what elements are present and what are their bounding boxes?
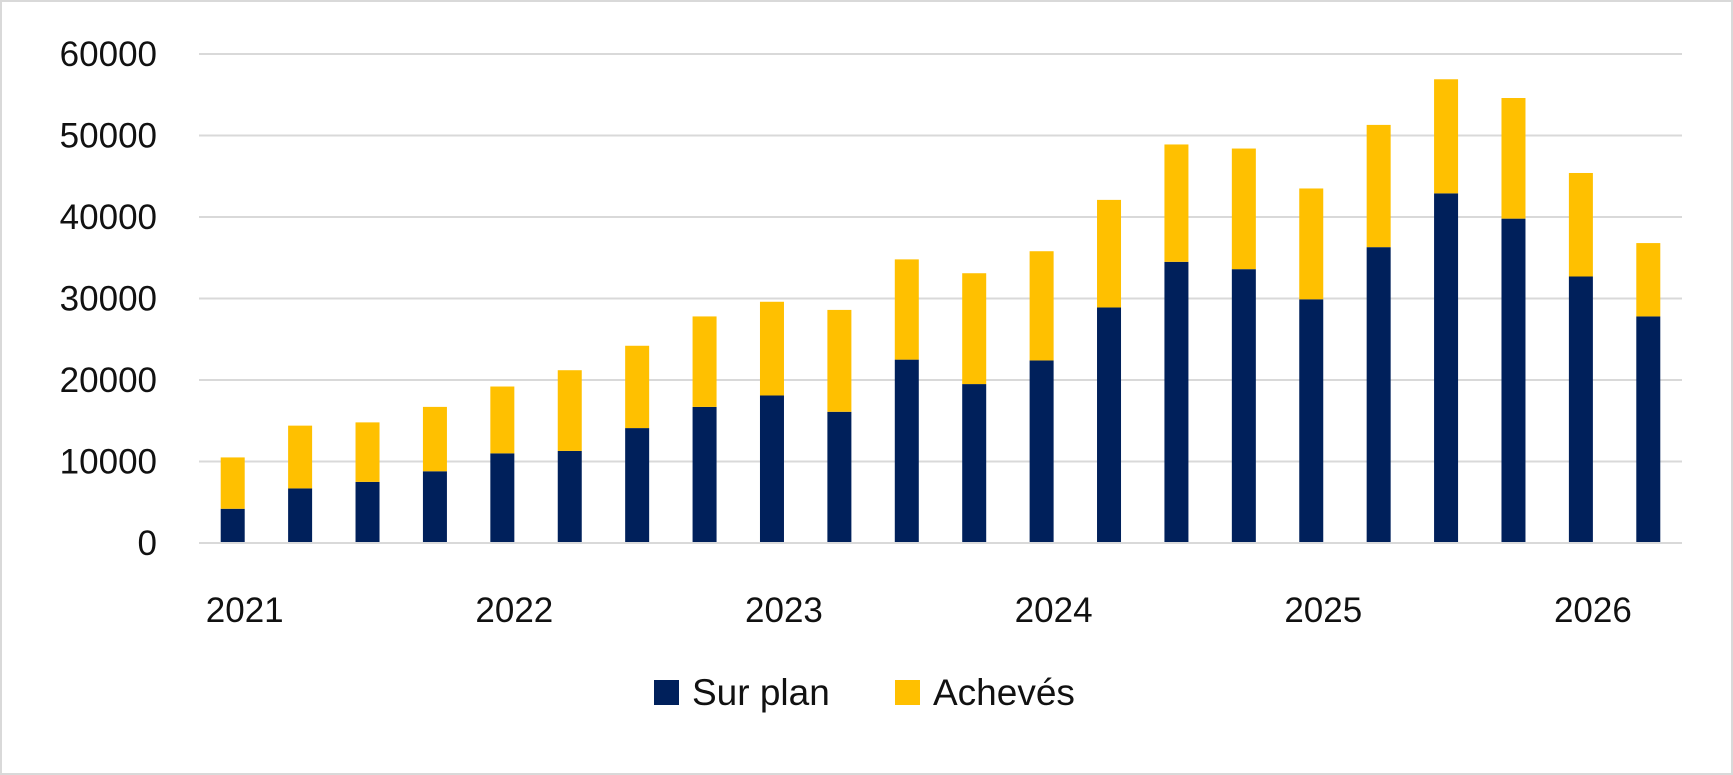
y-tick-label: 10000 <box>60 443 157 482</box>
bar-acheves <box>692 316 717 407</box>
bar-acheves <box>355 422 380 482</box>
bar-sur-plan <box>692 406 717 543</box>
y-tick-label: 40000 <box>60 198 157 237</box>
bar-sur-plan <box>1366 247 1391 543</box>
x-tick-label: 2021 <box>206 591 284 630</box>
x-tick-label: 2024 <box>1015 591 1093 630</box>
bar-acheves <box>1097 199 1122 308</box>
bar-acheves <box>1366 124 1391 248</box>
bar-acheves <box>1029 251 1054 361</box>
y-tick-label: 60000 <box>60 35 157 74</box>
legend-swatch-sur-plan <box>654 680 679 705</box>
bar-acheves <box>557 370 582 451</box>
bar-acheves <box>1231 148 1256 270</box>
bar-acheves <box>1568 172 1593 277</box>
bar-sur-plan <box>1231 269 1256 543</box>
x-tick-label: 2026 <box>1554 591 1632 630</box>
bar-sur-plan <box>759 395 784 543</box>
bar-sur-plan <box>1097 307 1122 543</box>
legend-swatch-acheves <box>895 680 920 705</box>
bar-sur-plan <box>288 488 313 543</box>
bar-acheves <box>1501 98 1526 219</box>
bar-acheves <box>759 301 784 396</box>
bar-acheves <box>490 386 515 454</box>
x-tick-label: 2023 <box>745 591 823 630</box>
bar-acheves <box>1299 188 1324 300</box>
bar-acheves <box>962 273 987 385</box>
bar-sur-plan <box>827 411 852 543</box>
bar-sur-plan <box>220 508 245 543</box>
y-tick-label: 20000 <box>60 361 157 400</box>
bar-sur-plan <box>490 453 515 543</box>
bar-sur-plan <box>1568 276 1593 543</box>
y-tick-label: 0 <box>138 524 157 563</box>
x-tick-label: 2025 <box>1284 591 1362 630</box>
bar-sur-plan <box>422 471 447 543</box>
bar-sur-plan <box>1501 218 1526 543</box>
bar-acheves <box>1164 144 1189 262</box>
bar-sur-plan <box>355 481 380 543</box>
bar-acheves <box>220 457 245 509</box>
bar-acheves <box>1434 79 1459 194</box>
legend-label-sur-plan: Sur plan <box>692 672 830 713</box>
bar-sur-plan <box>1164 261 1189 543</box>
bar-sur-plan <box>962 384 987 543</box>
y-tick-label: 50000 <box>60 117 157 156</box>
bar-acheves <box>625 345 650 429</box>
bar-acheves <box>422 406 447 472</box>
y-tick-label: 30000 <box>60 280 157 319</box>
bar-sur-plan <box>894 359 919 543</box>
bar-sur-plan <box>1434 193 1459 544</box>
bar-sur-plan <box>1029 360 1054 543</box>
bar-sur-plan <box>557 450 582 543</box>
bar-acheves <box>1636 243 1661 317</box>
bar-acheves <box>894 259 919 360</box>
legend-label-acheves: Achevés <box>933 672 1075 713</box>
x-tick-label: 2022 <box>475 591 553 630</box>
bar-sur-plan <box>1636 316 1661 543</box>
bar-acheves <box>827 309 852 412</box>
bar-sur-plan <box>625 428 650 543</box>
bar-acheves <box>288 425 313 489</box>
bar-sur-plan <box>1299 299 1324 543</box>
